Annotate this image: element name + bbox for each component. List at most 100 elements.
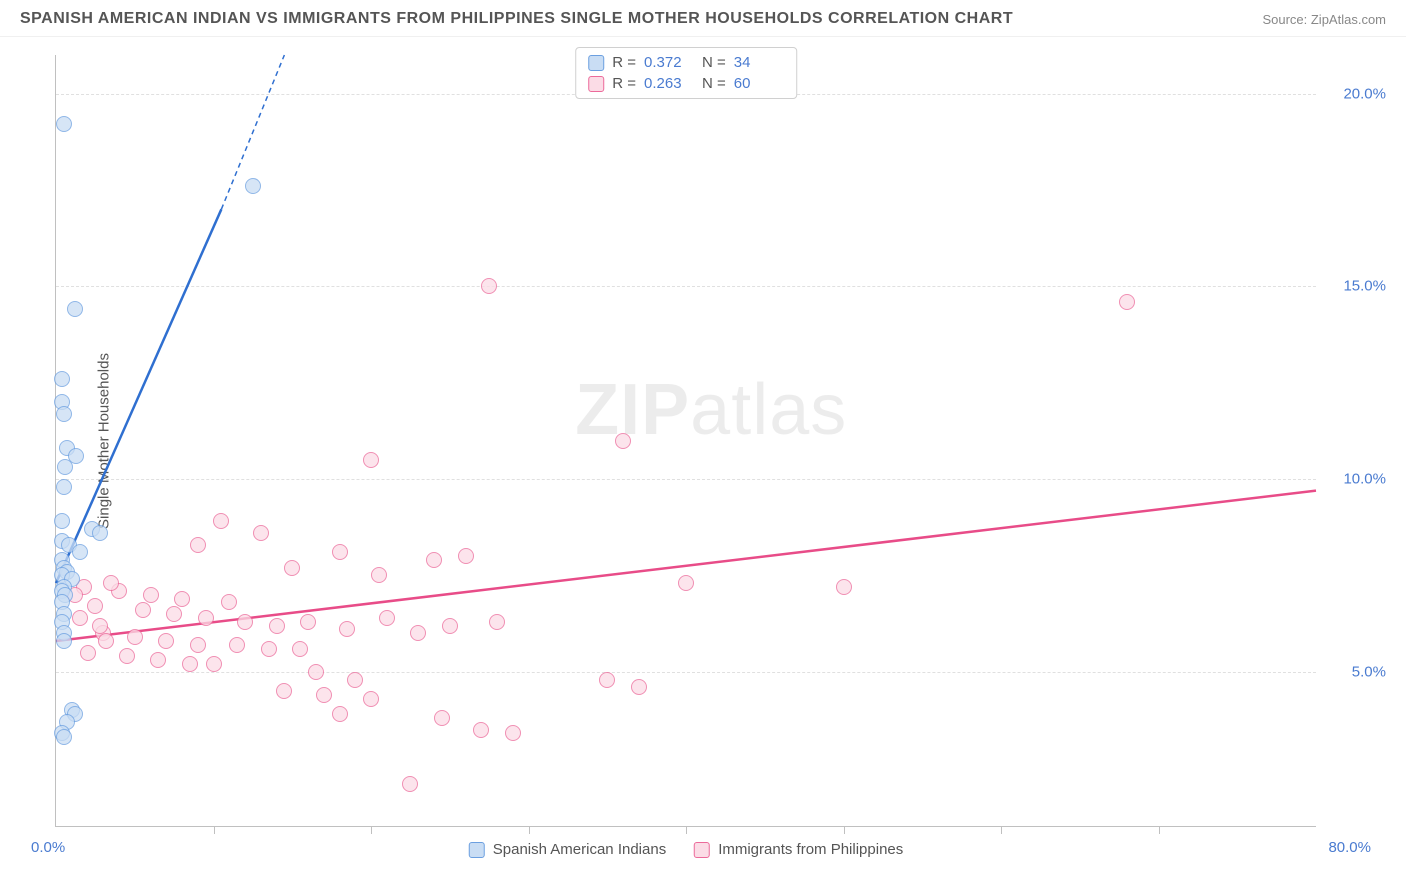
data-point: [402, 776, 418, 792]
legend-r-pink: 0.263: [644, 75, 694, 92]
data-point: [57, 459, 73, 475]
data-point: [678, 575, 694, 591]
data-point: [284, 560, 300, 576]
data-point: [56, 116, 72, 132]
legend-item-pink: Immigrants from Philippines: [694, 841, 903, 858]
legend-swatch-icon: [694, 842, 710, 858]
data-point: [347, 672, 363, 688]
data-point: [92, 525, 108, 541]
data-point: [458, 548, 474, 564]
data-point: [182, 656, 198, 672]
data-point: [72, 544, 88, 560]
chart-title: SPANISH AMERICAN INDIAN VS IMMIGRANTS FR…: [20, 10, 1013, 28]
data-point: [245, 178, 261, 194]
legend-row-blue: R = 0.372 N = 34: [588, 52, 784, 73]
legend-n-blue: 34: [734, 54, 784, 71]
data-point: [631, 679, 647, 695]
data-point: [213, 513, 229, 529]
legend-swatch-pink: [588, 76, 604, 92]
data-point: [316, 687, 332, 703]
data-point: [54, 513, 70, 529]
data-point: [332, 544, 348, 560]
legend-series: Spanish American Indians Immigrants from…: [469, 841, 904, 858]
legend-label: Immigrants from Philippines: [718, 841, 903, 858]
data-point: [1119, 294, 1135, 310]
data-point: [505, 725, 521, 741]
data-point: [253, 525, 269, 541]
data-point: [135, 602, 151, 618]
legend-swatch-blue: [588, 55, 604, 71]
data-point: [72, 610, 88, 626]
data-point: [56, 479, 72, 495]
legend-item-blue: Spanish American Indians: [469, 841, 666, 858]
data-point: [363, 691, 379, 707]
data-point: [221, 594, 237, 610]
legend-n-pink: 60: [734, 75, 784, 92]
x-axis-min-label: 0.0%: [31, 839, 65, 856]
data-point: [473, 722, 489, 738]
data-point: [56, 406, 72, 422]
data-point: [98, 633, 114, 649]
data-point: [174, 591, 190, 607]
data-point: [426, 552, 442, 568]
data-point: [615, 433, 631, 449]
legend-n-label: N =: [702, 75, 726, 92]
source-attribution: Source: ZipAtlas.com: [1262, 12, 1386, 27]
data-point: [158, 633, 174, 649]
data-point: [56, 729, 72, 745]
data-point: [103, 575, 119, 591]
y-tick-label: 10.0%: [1326, 471, 1386, 488]
chart-header: SPANISH AMERICAN INDIAN VS IMMIGRANTS FR…: [0, 0, 1406, 37]
legend-label: Spanish American Indians: [493, 841, 666, 858]
legend-r-blue: 0.372: [644, 54, 694, 71]
data-point: [229, 637, 245, 653]
data-point: [67, 301, 83, 317]
data-point: [269, 618, 285, 634]
data-point: [56, 633, 72, 649]
data-point: [292, 641, 308, 657]
data-point: [371, 567, 387, 583]
scatter-chart: Single Mother Households 5.0%10.0%15.0%2…: [55, 55, 1316, 827]
data-point: [54, 371, 70, 387]
data-point: [379, 610, 395, 626]
data-point: [261, 641, 277, 657]
legend-swatch-icon: [469, 842, 485, 858]
data-point: [332, 706, 348, 722]
legend-r-label: R =: [612, 75, 636, 92]
data-point: [442, 618, 458, 634]
x-axis-max-label: 80.0%: [1328, 839, 1371, 856]
data-point: [599, 672, 615, 688]
data-point: [143, 587, 159, 603]
data-point: [119, 648, 135, 664]
legend-n-label: N =: [702, 54, 726, 71]
y-tick-label: 20.0%: [1326, 85, 1386, 102]
legend-row-pink: R = 0.263 N = 60: [588, 73, 784, 94]
data-point: [410, 625, 426, 641]
data-point: [190, 637, 206, 653]
data-point: [206, 656, 222, 672]
data-point: [87, 598, 103, 614]
data-point: [363, 452, 379, 468]
legend-r-label: R =: [612, 54, 636, 71]
data-point: [489, 614, 505, 630]
data-point: [836, 579, 852, 595]
data-point: [237, 614, 253, 630]
data-point: [127, 629, 143, 645]
data-point: [300, 614, 316, 630]
data-point: [339, 621, 355, 637]
data-point: [481, 278, 497, 294]
trend-lines: [56, 55, 1316, 826]
data-point: [150, 652, 166, 668]
data-point: [166, 606, 182, 622]
data-point: [434, 710, 450, 726]
y-tick-label: 15.0%: [1326, 278, 1386, 295]
data-point: [190, 537, 206, 553]
data-point: [276, 683, 292, 699]
data-point: [80, 645, 96, 661]
y-tick-label: 5.0%: [1326, 663, 1386, 680]
data-point: [92, 618, 108, 634]
legend-correlation: R = 0.372 N = 34 R = 0.263 N = 60: [575, 47, 797, 99]
y-axis-title: Single Mother Households: [95, 353, 112, 529]
data-point: [198, 610, 214, 626]
data-point: [308, 664, 324, 680]
